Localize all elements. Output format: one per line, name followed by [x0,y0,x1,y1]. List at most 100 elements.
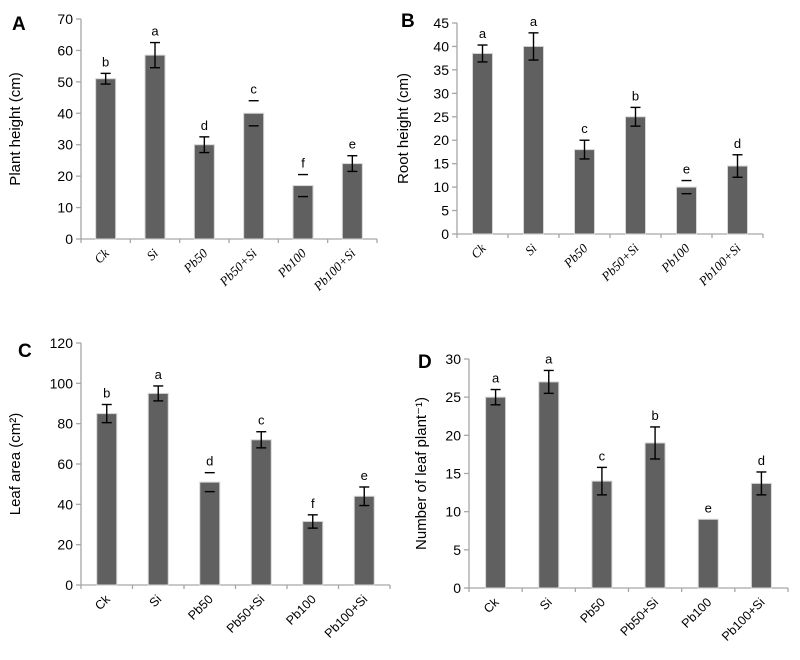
y-tick-label: 50 [57,74,73,90]
y-tick-label: 35 [433,62,449,78]
bar [147,392,169,586]
sig-letter: d [206,454,213,469]
category-label: Si [537,595,555,613]
category-label: Si [143,245,161,263]
panel-b-chart: B 0 5 10 15 20 25 30 35 40 45 Root height (cm) a Ck a S… [395,11,764,289]
sig-letter: b [651,408,658,423]
panel-letter: D [418,352,432,373]
y-axis-label: Number of leaf plant⁻¹) [413,397,430,550]
category-label: Pb100+Si [310,245,359,294]
category-label: Ck [91,245,112,266]
sig-letter: b [102,54,109,69]
bar [95,78,117,240]
y-tick-label: 20 [57,168,73,184]
sig-letter: a [151,24,159,39]
bar [144,54,166,240]
bar [523,45,544,235]
y-tick-label: 5 [441,203,449,219]
y-tick-label: 25 [433,109,449,125]
bar [485,396,507,589]
category-label: Pb50 [577,595,608,626]
sig-letter: e [683,162,690,177]
sig-letter: d [758,453,765,468]
y-tick-label: 0 [453,580,461,596]
category-label: Pb100+Si [719,595,767,643]
sig-letter: f [311,496,315,511]
bar [574,149,595,235]
y-tick-label: 10 [57,200,73,216]
bar [243,112,265,240]
bar [341,163,363,240]
sig-letter: e [705,500,712,515]
panel-letter: A [12,14,26,35]
sig-letter: a [155,367,163,382]
y-tick-label: 30 [445,351,461,367]
sig-letter: b [632,88,639,103]
sig-letter: c [250,82,257,97]
bar [96,413,118,586]
sig-letter: d [201,118,208,133]
y-tick-label: 40 [57,496,73,512]
category-label: Pb50+Si [216,245,260,289]
sig-letter: b [103,386,110,401]
y-tick-label: 0 [65,231,73,247]
y-tick-label: 10 [445,504,461,520]
category-label: Pb100 [679,595,714,630]
sig-letter: e [361,468,368,483]
y-tick-label: 30 [433,85,449,101]
sig-letter: a [545,351,553,366]
sig-letter: e [349,137,356,152]
bar [625,116,646,235]
y-tick-label: 40 [57,105,73,121]
bar [472,52,493,235]
y-tick-label: 10 [433,179,449,195]
sig-letter: c [581,121,588,136]
y-axis-label: Plant height (cm) [7,72,24,185]
y-tick-label: 40 [433,38,449,54]
category-label: Si [147,592,165,610]
bar [250,439,272,586]
category-label: Ck [92,592,113,613]
sig-letter: a [492,371,500,386]
y-tick-label: 100 [50,375,74,391]
category-label: Pb50 [185,592,216,623]
y-tick-label: 15 [445,466,461,482]
y-tick-label: 5 [453,542,461,558]
category-label: Pb100+Si [322,592,370,640]
y-tick-label: 70 [57,11,73,27]
y-tick-label: 15 [433,156,449,172]
y-tick-label: 0 [65,577,73,593]
bar [193,144,215,240]
sig-letter: c [599,448,606,463]
sig-letter: a [479,26,487,41]
sig-letter: f [301,156,305,171]
y-axis-label: Leaf area (cm²) [7,413,24,516]
sig-letter: a [530,14,538,29]
y-tick-label: 20 [445,427,461,443]
panel-letter: B [401,11,415,32]
bar [644,442,666,589]
category-label: Pb50 [180,245,211,276]
y-tick-label: 60 [57,456,73,472]
bar [302,520,324,586]
y-tick-label: 0 [441,226,449,242]
bar [353,495,375,586]
category-label: Ck [468,240,489,261]
category-label: Pb50+Si [598,240,642,284]
category-label: Pb100 [283,592,318,627]
category-label: Si [522,240,540,258]
category-label: Ck [481,595,502,616]
bar [676,186,697,235]
panel-a-chart: A 0 10 20 30 40 50 60 70 Plant height (cm) b Ck a Si d… [7,11,378,294]
sig-letter: c [258,413,265,428]
y-axis-label: Root height (cm) [395,73,412,184]
category-label: Pb100 [657,240,693,276]
y-tick-label: 45 [433,15,449,31]
category-label: Pb50 [560,240,591,271]
bar [538,381,560,589]
y-tick-label: 60 [57,42,73,58]
category-label: Pb100+Si [695,240,744,289]
panel-d-chart: D 0 5 10 15 20 25 30 Number of leaf plant⁻¹) a Ck a… [413,351,789,644]
y-tick-label: 30 [57,137,73,153]
